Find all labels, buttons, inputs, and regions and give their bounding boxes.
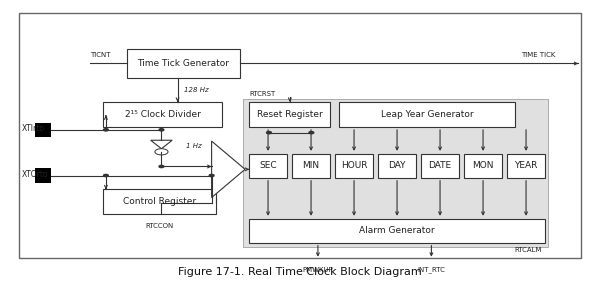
Circle shape bbox=[155, 149, 168, 155]
Text: Control Register: Control Register bbox=[123, 197, 196, 206]
FancyBboxPatch shape bbox=[35, 168, 51, 183]
FancyBboxPatch shape bbox=[35, 123, 51, 137]
FancyBboxPatch shape bbox=[507, 154, 545, 178]
Circle shape bbox=[266, 131, 271, 134]
Text: XTIrto: XTIrto bbox=[22, 125, 44, 133]
Text: 1 Hz: 1 Hz bbox=[186, 143, 202, 149]
Circle shape bbox=[309, 131, 314, 134]
Text: Reset Register: Reset Register bbox=[257, 110, 322, 119]
FancyBboxPatch shape bbox=[249, 101, 330, 127]
Text: 2¹⁵ Clock Divider: 2¹⁵ Clock Divider bbox=[125, 110, 200, 119]
Circle shape bbox=[104, 129, 108, 131]
Text: MIN: MIN bbox=[302, 161, 320, 170]
FancyBboxPatch shape bbox=[249, 219, 545, 243]
Text: MON: MON bbox=[472, 161, 494, 170]
Text: Time Tick Generator: Time Tick Generator bbox=[137, 59, 230, 68]
Circle shape bbox=[159, 165, 164, 168]
Text: RTCRST: RTCRST bbox=[249, 91, 275, 97]
Text: DATE: DATE bbox=[428, 161, 452, 170]
Text: Figure 17-1. Real Time Clock Block Diagram: Figure 17-1. Real Time Clock Block Diagr… bbox=[178, 266, 422, 276]
FancyBboxPatch shape bbox=[103, 189, 217, 215]
Text: PMWKUP: PMWKUP bbox=[302, 267, 333, 273]
Text: INT_RTC: INT_RTC bbox=[418, 267, 445, 273]
FancyBboxPatch shape bbox=[378, 154, 416, 178]
FancyBboxPatch shape bbox=[339, 101, 515, 127]
FancyBboxPatch shape bbox=[127, 49, 240, 78]
Text: RTCCON: RTCCON bbox=[146, 223, 174, 229]
Text: HOUR: HOUR bbox=[341, 161, 367, 170]
Circle shape bbox=[159, 129, 164, 131]
Text: TICNT: TICNT bbox=[90, 52, 110, 58]
Circle shape bbox=[209, 174, 214, 177]
Circle shape bbox=[104, 174, 108, 177]
Text: DAY: DAY bbox=[388, 161, 406, 170]
Polygon shape bbox=[151, 140, 172, 149]
Text: XTOrto: XTOrto bbox=[22, 170, 49, 180]
FancyBboxPatch shape bbox=[421, 154, 459, 178]
FancyBboxPatch shape bbox=[243, 99, 548, 247]
FancyBboxPatch shape bbox=[19, 13, 581, 258]
FancyBboxPatch shape bbox=[292, 154, 330, 178]
FancyBboxPatch shape bbox=[249, 154, 287, 178]
Text: 128 Hz: 128 Hz bbox=[184, 87, 208, 93]
Text: SEC: SEC bbox=[259, 161, 277, 170]
Text: TIME TICK: TIME TICK bbox=[521, 52, 556, 58]
Text: YEAR: YEAR bbox=[514, 161, 538, 170]
Polygon shape bbox=[212, 141, 245, 198]
Text: Alarm Generator: Alarm Generator bbox=[359, 226, 435, 235]
Text: RTCALM: RTCALM bbox=[514, 247, 542, 253]
Text: Leap Year Generator: Leap Year Generator bbox=[380, 110, 473, 119]
FancyBboxPatch shape bbox=[335, 154, 373, 178]
FancyBboxPatch shape bbox=[103, 101, 223, 127]
FancyBboxPatch shape bbox=[464, 154, 502, 178]
